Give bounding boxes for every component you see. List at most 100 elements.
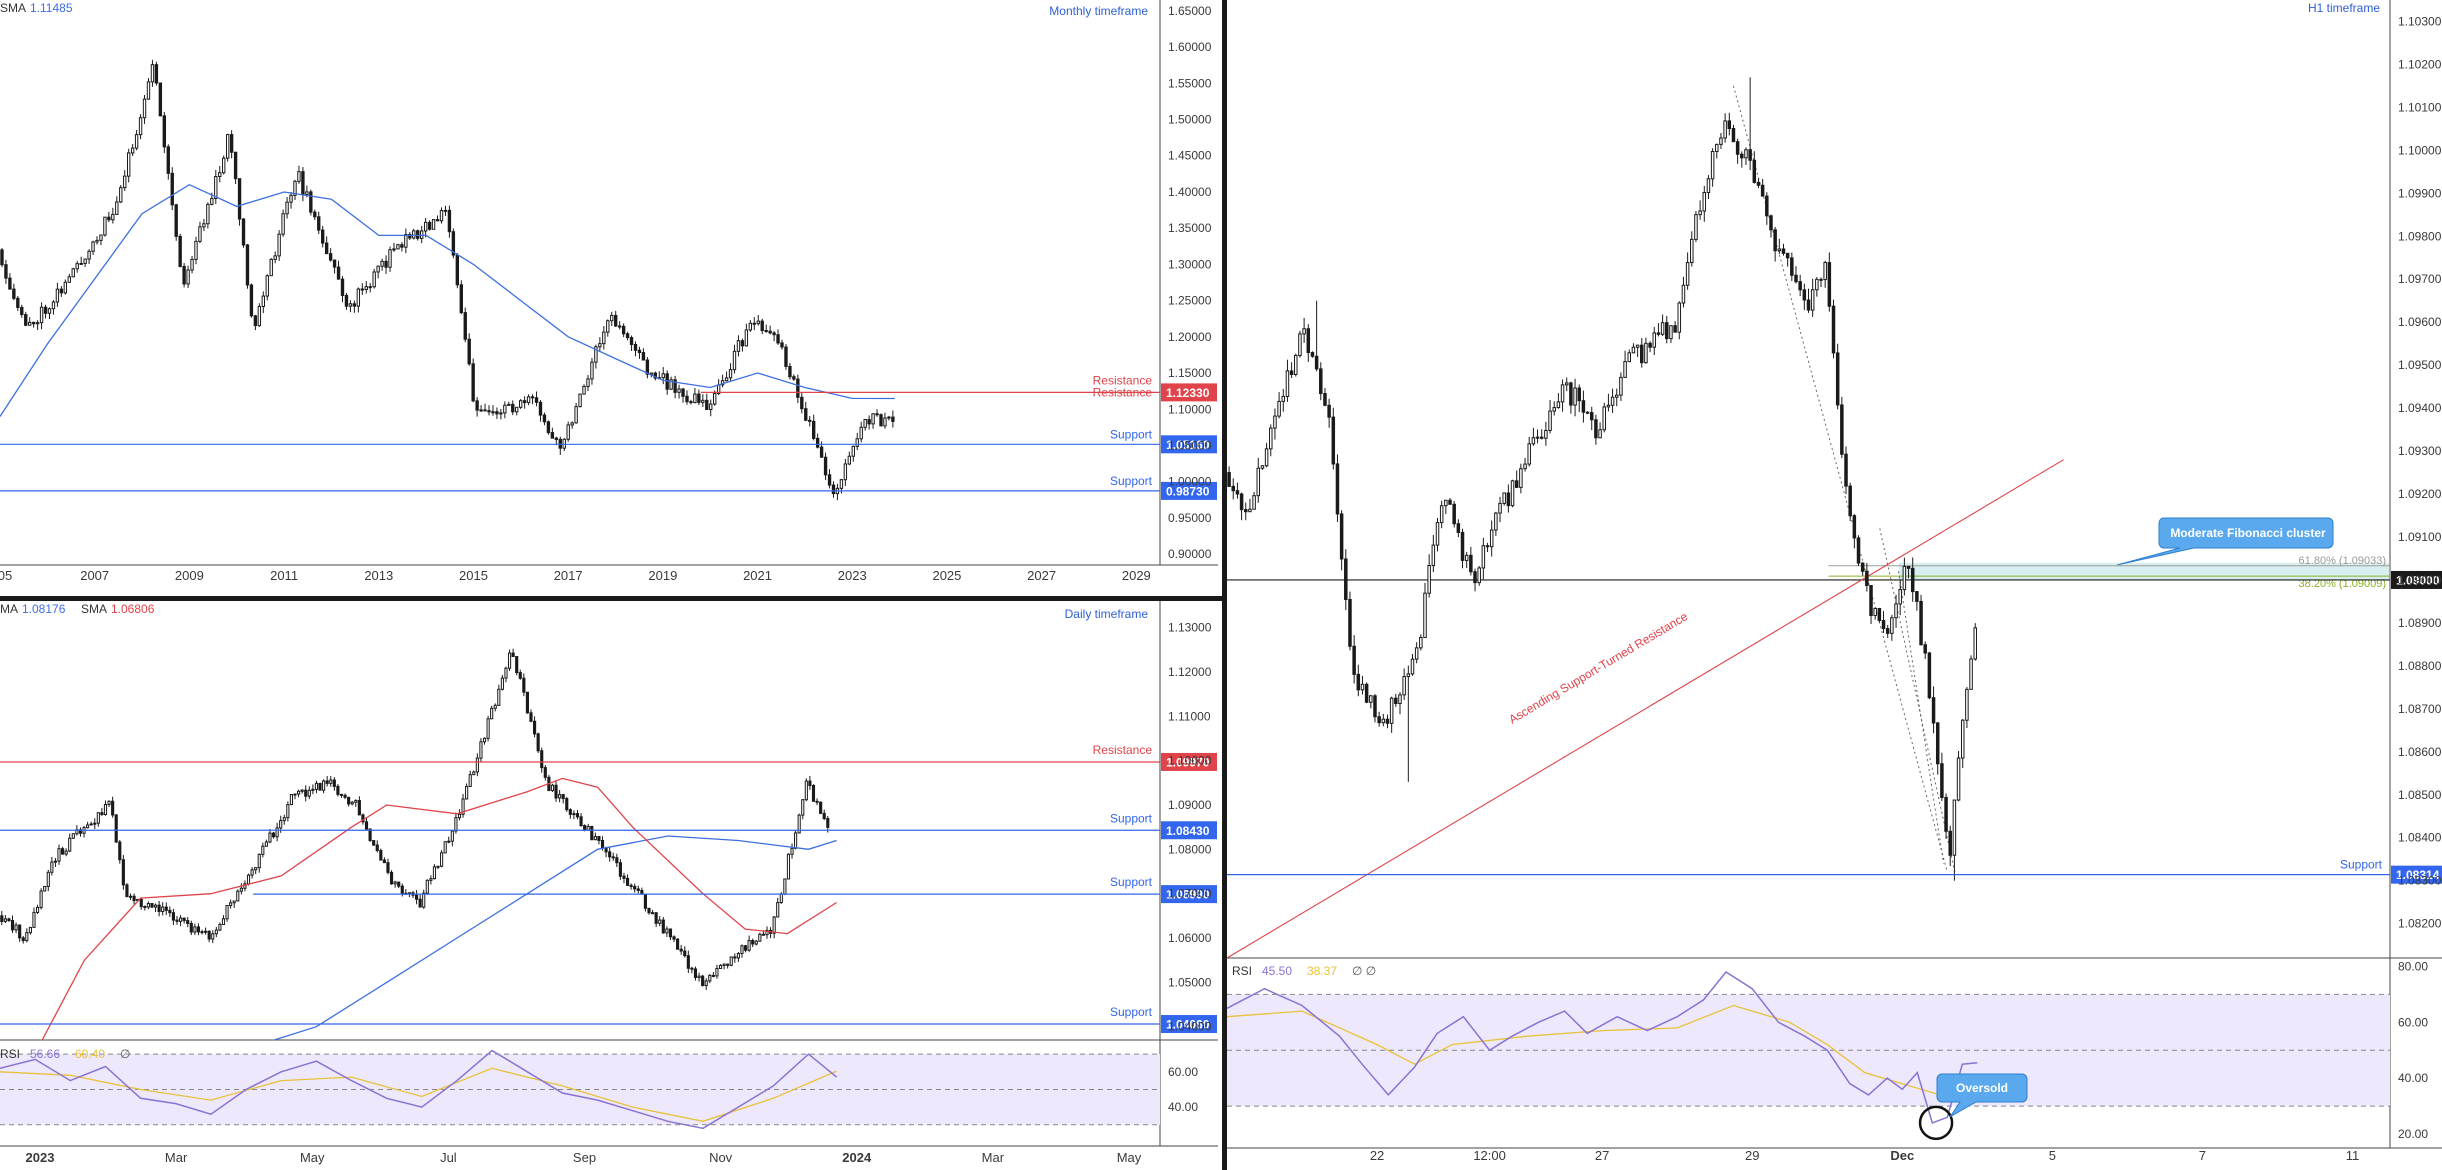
candle-body: [79, 262, 83, 265]
candle-body: [0, 915, 4, 922]
candle: [606, 319, 610, 337]
candle-body: [368, 828, 372, 842]
daily-price-axis[interactable]: 1.13000 1.12000 1.11000 1.10000 1.09000 1.080…: [1168, 621, 1212, 1034]
candle-body: [336, 266, 341, 280]
candle-body: [1827, 262, 1832, 307]
candle-body: [668, 928, 673, 938]
candle: [1973, 623, 1977, 661]
badge-text: 1.04060: [1166, 1018, 1210, 1032]
candle: [792, 374, 796, 381]
candle: [617, 321, 622, 330]
candle: [1919, 594, 1923, 646]
candle-body: [522, 400, 527, 404]
price-tick-label: 40.00: [2398, 1071, 2428, 1085]
candle: [249, 283, 254, 318]
candle-body: [157, 904, 161, 913]
candle-body: [324, 242, 329, 255]
candle-body: [221, 918, 226, 926]
candle-body: [339, 793, 344, 796]
candle: [459, 280, 463, 315]
h1-price-axis[interactable]: 1.10300 1.10200 1.10100 1.10000 1.09900 1.098…: [2398, 14, 2442, 930]
time-tick-label: 5: [2049, 1148, 2056, 1163]
candle: [815, 433, 820, 449]
candle: [432, 864, 437, 880]
h1-time-axis[interactable]: 22 12:00 27 29 Dec 5 7 11: [1370, 1148, 2359, 1163]
fib-guide-line: [1732, 85, 1948, 873]
time-tick-label: 2019: [648, 568, 677, 583]
candle-body: [1277, 400, 1281, 417]
candle-body: [758, 933, 762, 942]
candle-body: [354, 800, 358, 803]
candle: [1690, 231, 1694, 267]
monthly-price-axis[interactable]: 1.65000 1.60000 1.55000 1.50000 1.45000 1.400…: [1168, 4, 1212, 561]
price-tick-label: 1.65000: [1168, 4, 1212, 18]
candle: [751, 938, 755, 948]
fib-cluster-callout[interactable]: Moderate Fibonacci cluster: [2117, 517, 2334, 566]
candle-body: [1794, 274, 1798, 283]
candle: [1552, 401, 1556, 416]
candle-body: [166, 146, 170, 174]
candle-body: [361, 814, 365, 823]
daily_rsi-price-axis[interactable]: 60.00 40.00: [1168, 1065, 1198, 1114]
candle-body: [119, 187, 123, 203]
candle: [1927, 651, 1932, 700]
monthly-time-axis[interactable]: 05 2007 2009 2011 2013 2015 2017 2019 2021 2023 20…: [0, 568, 1151, 583]
candle-body: [1781, 248, 1786, 254]
candle: [1906, 565, 1911, 579]
candle: [859, 421, 863, 443]
candle-body: [1306, 328, 1311, 354]
badge-text: 1.05160: [1166, 438, 1210, 452]
vertical-pane-divider[interactable]: [1222, 0, 1227, 1170]
candle: [275, 822, 279, 842]
candle-body: [1348, 598, 1352, 647]
candle-body: [423, 221, 428, 232]
candle-body: [1548, 410, 1552, 431]
daily-time-axis[interactable]: 2023 Mar May Jul Sep Nov 2024 Mar May: [26, 1150, 1142, 1165]
candle-body: [529, 712, 533, 722]
candle: [1631, 343, 1636, 354]
candle: [709, 399, 713, 417]
candle: [182, 917, 186, 924]
candle-body: [304, 789, 308, 797]
candle-body: [249, 284, 254, 317]
candle-body: [1623, 361, 1627, 378]
candle: [661, 367, 665, 385]
candle-body: [665, 928, 669, 934]
candle: [465, 783, 469, 800]
ascending-trendline-label: Ascending Support-Turned Resistance: [1506, 609, 1690, 727]
candle: [575, 809, 580, 820]
candle: [128, 893, 133, 900]
candle-body: [686, 955, 690, 969]
price-tick-label: 1.08200: [2398, 917, 2442, 931]
candle: [665, 370, 669, 395]
oversold-callout[interactable]: Oversold: [1936, 1073, 2028, 1118]
candle: [1369, 694, 1373, 709]
candle-body: [1269, 427, 1273, 450]
candle: [3, 915, 7, 924]
candle-body: [497, 688, 501, 706]
candle: [1915, 590, 1919, 611]
candle: [636, 885, 640, 894]
candle-body: [297, 171, 301, 182]
candle: [518, 669, 522, 680]
badge-text: 1.12330: [1166, 386, 1210, 400]
candle-body: [1923, 644, 1927, 654]
candle-body: [847, 455, 852, 465]
candle-body: [415, 894, 419, 900]
candle: [483, 403, 487, 412]
candle-body: [645, 359, 650, 375]
candle-body: [1790, 257, 1794, 276]
badge-bg: [1161, 752, 1217, 771]
candle: [625, 874, 630, 886]
horizontal-pane-divider[interactable]: [0, 596, 1222, 601]
candle: [46, 869, 50, 892]
candle: [1669, 325, 1673, 344]
candle-body: [1677, 302, 1682, 333]
candle: [515, 656, 519, 676]
candle-body: [332, 259, 337, 268]
h1_rsi-price-axis[interactable]: 80.00 60.00 40.00 20.00: [2398, 959, 2428, 1141]
candle-body: [245, 244, 250, 286]
candle: [427, 220, 432, 231]
candle-body: [364, 286, 368, 290]
candle-body: [831, 484, 836, 495]
